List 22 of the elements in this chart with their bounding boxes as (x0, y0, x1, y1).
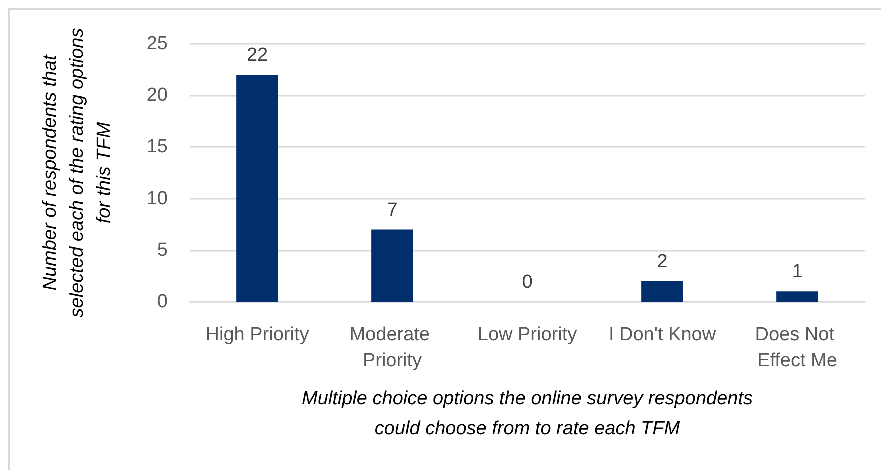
data-label: 7 (387, 200, 398, 221)
bar (236, 74, 278, 302)
y-tick-label: 5 (157, 240, 168, 261)
x-tick-label: I Don't Know (608, 324, 716, 346)
x-tick-label: High Priority (206, 324, 310, 346)
x-tick-label: Low Priority (478, 324, 578, 346)
bar (372, 230, 414, 302)
y-tick-label: 20 (146, 85, 168, 106)
data-label: 2 (657, 251, 668, 272)
data-label: 0 (522, 272, 533, 293)
y-tick-label: 10 (146, 188, 168, 210)
y-axis-title: Number of respondents that selected each of the rating options for this TFM (40, 28, 115, 318)
y-tick-label: 15 (146, 136, 168, 158)
data-label: 22 (246, 44, 268, 66)
y-tick-label: 25 (146, 34, 168, 54)
x-tick-label: Moderate Priority (350, 324, 436, 372)
x-axis-title: Multiple choice options the online survey respondents could choose from to rate each TFM (302, 388, 754, 440)
bar (642, 281, 684, 302)
bar (776, 292, 818, 302)
x-tick-label: Does Not Effect Me (755, 324, 840, 372)
y-tick-label: 0 (157, 292, 168, 312)
data-label: 1 (792, 262, 803, 283)
